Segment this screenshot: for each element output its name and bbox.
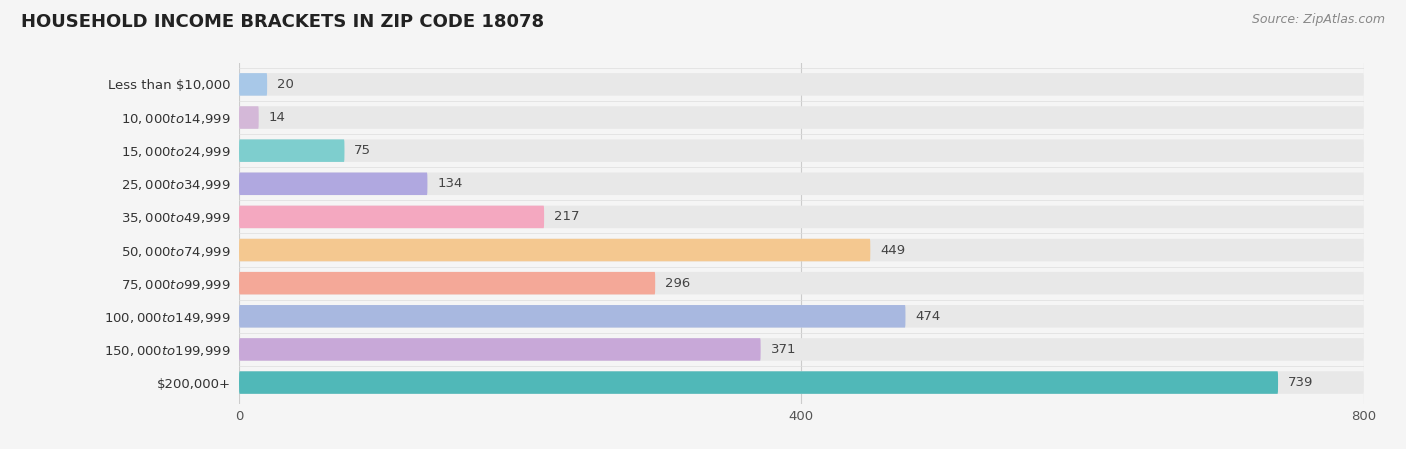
- FancyBboxPatch shape: [239, 239, 1364, 261]
- Text: 20: 20: [277, 78, 294, 91]
- FancyBboxPatch shape: [239, 371, 1364, 394]
- FancyBboxPatch shape: [239, 338, 761, 361]
- FancyBboxPatch shape: [239, 272, 1364, 295]
- FancyBboxPatch shape: [239, 139, 1364, 162]
- FancyBboxPatch shape: [239, 305, 905, 328]
- Text: 14: 14: [269, 111, 285, 124]
- Text: Source: ZipAtlas.com: Source: ZipAtlas.com: [1251, 13, 1385, 26]
- FancyBboxPatch shape: [239, 139, 344, 162]
- Text: HOUSEHOLD INCOME BRACKETS IN ZIP CODE 18078: HOUSEHOLD INCOME BRACKETS IN ZIP CODE 18…: [21, 13, 544, 31]
- Text: 134: 134: [437, 177, 463, 190]
- FancyBboxPatch shape: [239, 272, 655, 295]
- Text: 75: 75: [354, 144, 371, 157]
- FancyBboxPatch shape: [239, 106, 1364, 129]
- FancyBboxPatch shape: [239, 73, 1364, 96]
- Text: 296: 296: [665, 277, 690, 290]
- FancyBboxPatch shape: [239, 305, 1364, 328]
- FancyBboxPatch shape: [239, 239, 870, 261]
- Text: 371: 371: [770, 343, 796, 356]
- FancyBboxPatch shape: [239, 106, 259, 129]
- Text: 449: 449: [880, 243, 905, 256]
- FancyBboxPatch shape: [239, 338, 1364, 361]
- FancyBboxPatch shape: [239, 371, 1278, 394]
- FancyBboxPatch shape: [239, 172, 427, 195]
- FancyBboxPatch shape: [239, 73, 267, 96]
- FancyBboxPatch shape: [239, 172, 1364, 195]
- Text: 217: 217: [554, 211, 579, 224]
- FancyBboxPatch shape: [239, 206, 544, 228]
- Text: 474: 474: [915, 310, 941, 323]
- Text: 739: 739: [1288, 376, 1313, 389]
- FancyBboxPatch shape: [239, 206, 1364, 228]
